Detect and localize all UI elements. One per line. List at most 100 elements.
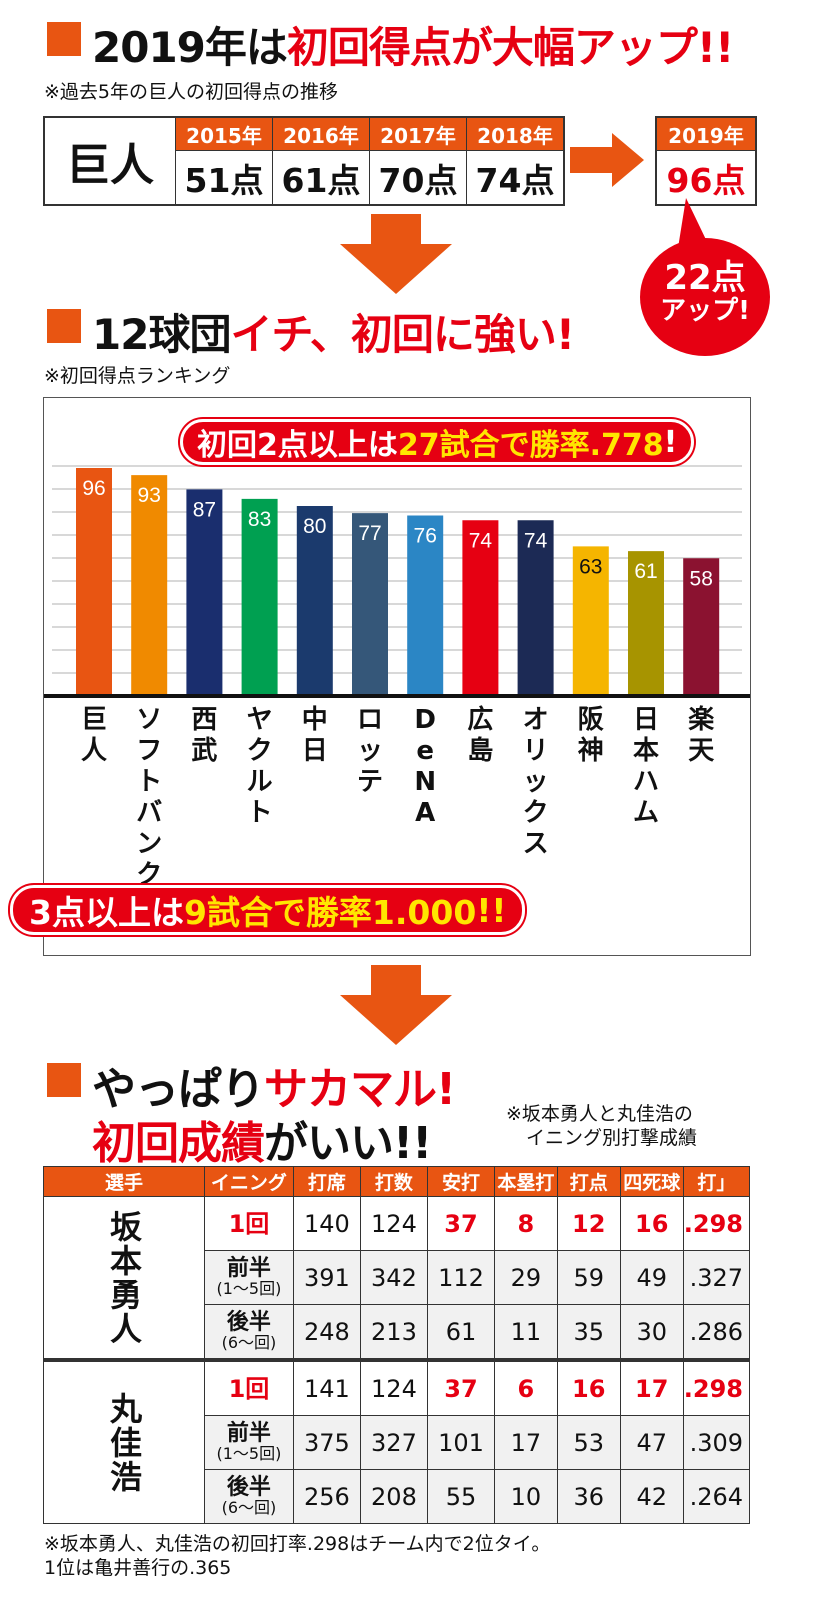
section1-title: 2019年は初回得点が大幅アップ!! bbox=[92, 14, 734, 75]
category-label: ヤクルト bbox=[247, 705, 273, 828]
stat-cell: 140 bbox=[292, 1196, 361, 1251]
stat-cell: .298 bbox=[682, 1358, 751, 1416]
inning-cell: 前半 (1〜5回) bbox=[204, 1415, 294, 1470]
table-row: 前半 (1〜5回) 391 342 112 29 59 49.327 bbox=[44, 1250, 751, 1305]
bar bbox=[241, 498, 278, 696]
table-row: 後半 (6〜回) 248 213 61 11 35 30.286 bbox=[44, 1304, 751, 1361]
bar bbox=[407, 515, 444, 696]
column-header: 打点 bbox=[556, 1166, 621, 1197]
year-header: 2016年 bbox=[273, 118, 369, 151]
footnote-line: 1位は亀井善行の.365 bbox=[44, 1557, 232, 1579]
stat-cell: 256 bbox=[292, 1469, 361, 1524]
stat-cell: 10 bbox=[494, 1469, 558, 1524]
callout-text: 3点以上は bbox=[29, 893, 184, 932]
bar-value-label: 80 bbox=[303, 515, 326, 538]
stat-cell: 37 bbox=[426, 1196, 496, 1251]
year-header: 2018年 bbox=[467, 118, 563, 151]
stat-cell: 11 bbox=[494, 1304, 558, 1361]
callout-end: !! bbox=[476, 890, 507, 930]
bar bbox=[131, 475, 168, 696]
stat-cell: 141 bbox=[292, 1358, 361, 1416]
stat-cell: 30 bbox=[619, 1304, 684, 1361]
inning-label: 1回 bbox=[228, 1374, 270, 1403]
inning-label: 後半 bbox=[226, 1309, 271, 1335]
stat-cell: 17 bbox=[494, 1415, 558, 1470]
yearly-points-table: 巨人 2015年 51点 2016年 61点 2017年 70点 2018年 74点 bbox=[43, 116, 565, 206]
stat-cell: 6 bbox=[494, 1358, 558, 1416]
player-name: 坂本勇人 bbox=[43, 1196, 205, 1361]
inning-range: (6〜回) bbox=[221, 1332, 277, 1352]
increase-badge: 22点 アップ! bbox=[640, 238, 770, 356]
stat-cell: 12 bbox=[556, 1196, 621, 1251]
bar bbox=[462, 520, 499, 696]
year-header: 2019年 bbox=[657, 118, 755, 151]
category-label: 阪神 bbox=[578, 705, 604, 766]
footnote-line: ※坂本勇人、丸佳浩の初回打率.298はチーム内で2位タイ。 bbox=[44, 1533, 551, 1555]
column-header: 打数 bbox=[359, 1166, 428, 1197]
stat-cell: 391 bbox=[292, 1250, 361, 1305]
stat-cell: .264 bbox=[682, 1469, 751, 1524]
section-marker bbox=[47, 309, 81, 343]
year-column: 2018年 74点 bbox=[467, 118, 563, 204]
stat-cell: 29 bbox=[494, 1250, 558, 1305]
title-highlight: 初回得点が大幅アップ bbox=[286, 23, 698, 72]
section2-note: ※初回得点ランキング bbox=[44, 365, 231, 387]
callout-highlight: 27試合で勝率.778 bbox=[397, 428, 664, 463]
team-label: 巨人 bbox=[45, 118, 176, 204]
table-row: 前半 (1〜5回) 375 327 101 17 53 47.309 bbox=[44, 1415, 751, 1470]
stat-cell: 248 bbox=[292, 1304, 361, 1361]
bar bbox=[572, 546, 609, 696]
stat-cell: 101 bbox=[426, 1415, 496, 1470]
section-marker bbox=[47, 1063, 81, 1097]
note-line: イニング別打撃成績 bbox=[526, 1127, 698, 1149]
callout-end: ! bbox=[663, 424, 678, 460]
category-label: オリックス bbox=[523, 705, 549, 859]
stat-cell: 375 bbox=[292, 1415, 361, 1470]
stat-cell: 36 bbox=[556, 1469, 621, 1524]
inning-cell: 1回 bbox=[204, 1196, 294, 1251]
stat-cell: 327 bbox=[359, 1415, 428, 1470]
stat-cell: 208 bbox=[359, 1469, 428, 1524]
bar-value-label: 77 bbox=[358, 522, 381, 545]
down-arrow-icon bbox=[340, 214, 452, 294]
badge-pointer bbox=[678, 198, 710, 248]
footnote: ※坂本勇人、丸佳浩の初回打率.298はチーム内で2位タイ。 1位は亀井善行の.3… bbox=[44, 1532, 550, 1580]
bar-value-label: 87 bbox=[193, 498, 216, 521]
section3-title-line2: 初回成績がいい!! bbox=[92, 1107, 432, 1171]
category-label: 日本ハム bbox=[633, 705, 659, 828]
category-label: 西武 bbox=[191, 705, 217, 766]
stat-cell: 124 bbox=[359, 1358, 428, 1416]
inning-range: (1〜5回) bbox=[216, 1278, 282, 1298]
section1-note: ※過去5年の巨人の初回得点の推移 bbox=[44, 81, 339, 103]
inning-label: 前半 bbox=[226, 1420, 271, 1446]
bar-value-label: 96 bbox=[82, 477, 105, 500]
stat-cell: 213 bbox=[359, 1304, 428, 1361]
category-label: 楽天 bbox=[688, 705, 715, 766]
column-header: 選手 bbox=[43, 1166, 205, 1197]
category-label: ソフトバンク bbox=[136, 705, 162, 890]
stat-cell: 42 bbox=[619, 1469, 684, 1524]
stat-cell: 59 bbox=[556, 1250, 621, 1305]
column-header: 安打 bbox=[426, 1166, 496, 1197]
bar bbox=[628, 551, 664, 696]
year-2019-box: 2019年 96点 bbox=[655, 116, 757, 206]
bar bbox=[683, 558, 720, 696]
badge-line2: アップ! bbox=[660, 296, 750, 326]
title-highlight: イチ、初回に強い! bbox=[230, 310, 575, 359]
table-row: 坂本勇人 1回 140 124 37 8 12 16.298 bbox=[43, 1196, 751, 1361]
stat-cell: 47 bbox=[619, 1415, 684, 1470]
title-prefix: やっぱり bbox=[92, 1064, 265, 1115]
bar-value-label: 93 bbox=[138, 484, 161, 507]
player-name: 丸佳浩 bbox=[43, 1358, 205, 1524]
stat-cell: 61 bbox=[426, 1304, 496, 1361]
bar-value-label: 74 bbox=[469, 529, 493, 552]
stat-cell: 124 bbox=[359, 1196, 428, 1251]
inning-cell: 後半 (6〜回) bbox=[204, 1469, 294, 1524]
title-prefix: 12球団 bbox=[92, 310, 231, 359]
title-suffix: !! bbox=[393, 1118, 432, 1169]
year-column: 2017年 70点 bbox=[370, 118, 467, 204]
stat-cell: .309 bbox=[682, 1415, 751, 1470]
win-rate-callout-3pts: 3点以上は 9試合で勝率1.000!! bbox=[10, 885, 526, 935]
